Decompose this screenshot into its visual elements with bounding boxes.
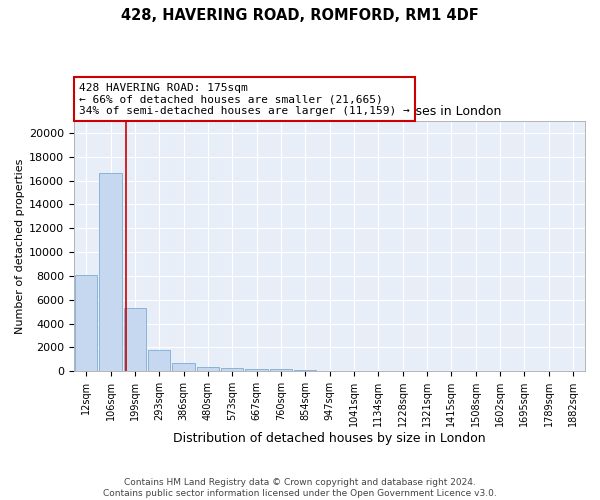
X-axis label: Distribution of detached houses by size in London: Distribution of detached houses by size …	[173, 432, 486, 445]
Text: Contains HM Land Registry data © Crown copyright and database right 2024.
Contai: Contains HM Land Registry data © Crown c…	[103, 478, 497, 498]
Bar	[294, 370, 316, 371]
Text: 428 HAVERING ROAD: 175sqm
← 66% of detached houses are smaller (21,665)
34% of s: 428 HAVERING ROAD: 175sqm ← 66% of detac…	[79, 82, 410, 116]
Bar	[148, 350, 170, 371]
Bar	[269, 369, 292, 371]
Title: Size of property relative to detached houses in London: Size of property relative to detached ho…	[158, 106, 501, 118]
Bar	[197, 367, 219, 371]
Bar	[124, 308, 146, 371]
Bar	[172, 363, 195, 371]
Text: 428, HAVERING ROAD, ROMFORD, RM1 4DF: 428, HAVERING ROAD, ROMFORD, RM1 4DF	[121, 8, 479, 22]
Y-axis label: Number of detached properties: Number of detached properties	[15, 158, 25, 334]
Bar	[75, 274, 97, 371]
Bar	[100, 174, 122, 371]
Bar	[245, 369, 268, 371]
Bar	[221, 368, 244, 371]
